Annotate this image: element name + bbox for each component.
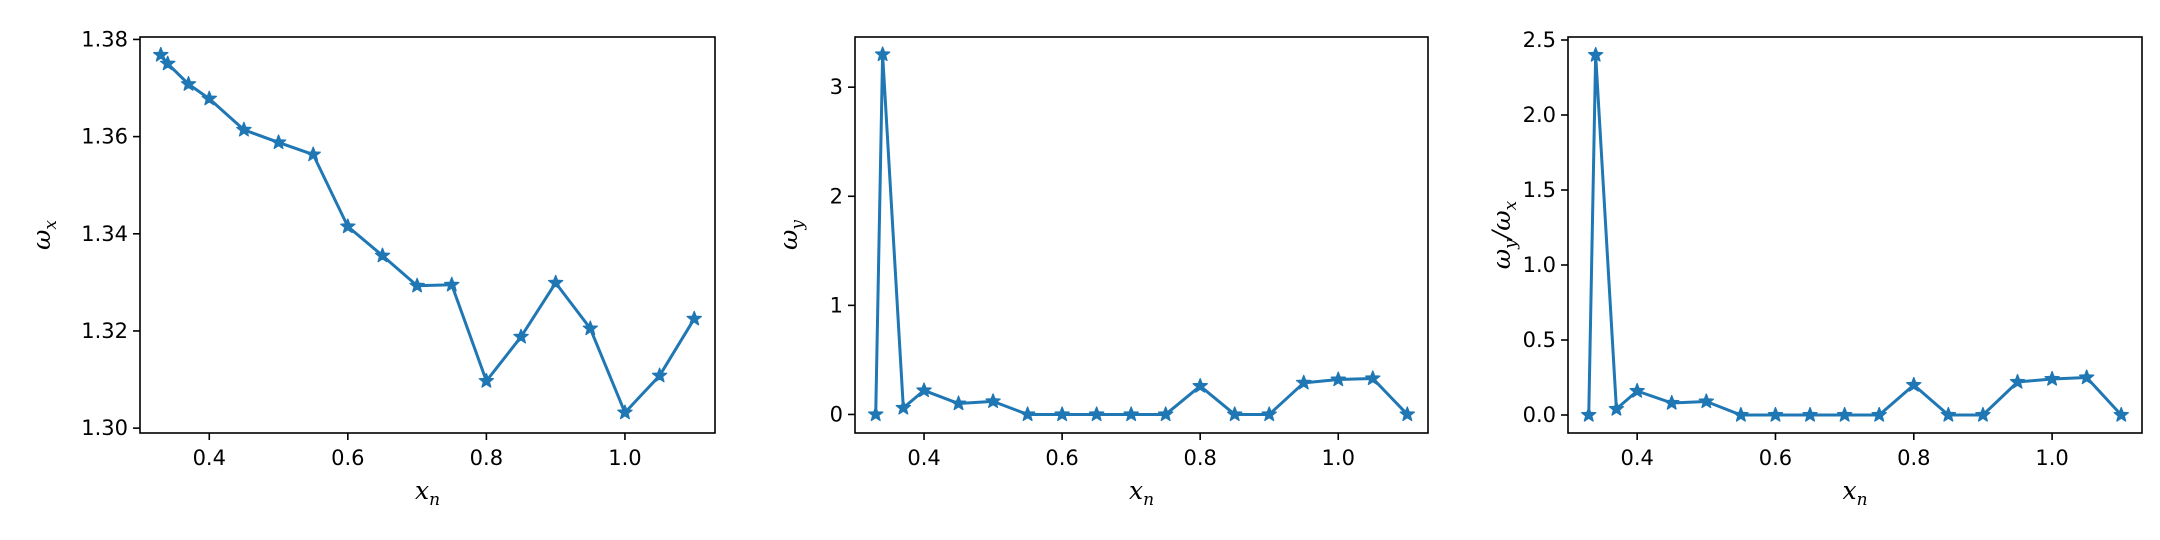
data-point <box>617 404 633 420</box>
data-point <box>874 46 891 62</box>
y-tick-label: 1 <box>830 293 843 317</box>
data-point <box>409 277 425 293</box>
data-point <box>1608 400 1625 416</box>
data-point <box>582 320 599 336</box>
data-point <box>340 218 356 234</box>
plot-frame <box>854 36 1429 434</box>
data-point <box>1365 370 1381 386</box>
data-point <box>651 367 668 383</box>
chart-panel-3: 0.4 0.6 0.8 1.0 0.0 0.5 1.0 1.5 2.0 2.5 xn​ ωy​/ωx​ <box>1487 28 2143 510</box>
data-point <box>1975 406 1991 422</box>
y-tick-label: 1.38 <box>81 27 128 51</box>
data-point <box>867 406 884 422</box>
charts: 0.40.60.81.01.301.321.341.361.38xn​ωx​0.… <box>27 27 2143 510</box>
x-tick-label: 0.6 <box>1045 446 1078 470</box>
data-point <box>1261 406 1277 422</box>
data-point <box>236 121 252 137</box>
x-tick-label: 1.0 <box>608 446 641 470</box>
data-point <box>895 399 912 415</box>
y-tick-label: 0.0 <box>1523 403 1556 427</box>
x-tick-label: 0.8 <box>470 446 503 470</box>
data-point <box>374 247 391 263</box>
data-point <box>201 90 218 106</box>
y-tick-label: 1.30 <box>81 416 128 440</box>
y-tick-label: 1.36 <box>81 125 128 149</box>
data-point <box>686 310 702 326</box>
data-point <box>153 46 169 62</box>
data-point <box>1663 394 1680 410</box>
y-tick-label: 1.5 <box>1523 178 1556 202</box>
data-point <box>2113 406 2129 422</box>
y-tick-label: 0.5 <box>1523 328 1556 352</box>
data-point <box>2044 370 2060 386</box>
data-point <box>1330 371 1346 387</box>
data-point <box>1399 406 1416 422</box>
data-point <box>1123 406 1139 422</box>
y-axis-label: ωx​ <box>27 220 61 250</box>
x-tick-label: 0.6 <box>1759 446 1792 470</box>
data-point <box>547 274 564 290</box>
y-tick-label: 1.34 <box>81 222 128 246</box>
y-tick-label: 2.0 <box>1523 103 1556 127</box>
data-point <box>1802 406 1818 422</box>
y-tick-label: 2 <box>830 184 843 208</box>
data-point <box>180 76 197 91</box>
y-tick-label: 2.5 <box>1523 28 1556 52</box>
data-point <box>1157 406 1174 422</box>
data-point <box>444 276 460 292</box>
x-axis-label: xn​ <box>1842 476 1867 510</box>
data-point <box>2078 369 2095 385</box>
data-point <box>1054 406 1070 422</box>
data-point <box>1940 406 1957 422</box>
data-point <box>1733 406 1749 422</box>
data-point <box>1906 376 1922 392</box>
data-point <box>1192 377 1208 393</box>
y-axis-label: ωy​ <box>774 220 808 250</box>
data-point <box>985 393 1001 409</box>
data-point <box>1226 406 1243 422</box>
chart-panel-1: 0.4 0.6 0.8 1.0 1.30 1.32 1.34 1.36 1.38 xn​ ωx​ <box>27 27 716 510</box>
data-point <box>1587 46 1604 62</box>
data-point <box>1836 406 1853 422</box>
chart-panel-2: 0.4 0.6 0.8 1.0 0 1 2 3 xn​ ωy​ <box>774 36 1429 510</box>
x-tick-label: 0.4 <box>1620 446 1653 470</box>
x-tick-label: 1.0 <box>1322 446 1355 470</box>
y-axis-label: ωy​/ωx​ <box>1487 200 1521 269</box>
data-point <box>513 328 529 344</box>
data-point <box>478 372 495 388</box>
data-point <box>2009 373 2026 389</box>
data-point <box>1581 406 1597 422</box>
x-tick-label: 0.4 <box>193 446 226 470</box>
data-point <box>1871 406 1887 422</box>
y-tick-label: 0 <box>830 402 843 426</box>
plot-frame <box>1567 36 2143 434</box>
data-point <box>305 146 321 162</box>
x-tick-label: 0.8 <box>1897 446 1930 470</box>
data-point <box>1629 382 1645 398</box>
data-point <box>1698 393 1715 409</box>
data-point <box>1019 406 1036 422</box>
x-tick-label: 0.4 <box>907 446 940 470</box>
plot-frame <box>139 36 716 434</box>
data-point <box>1767 406 1784 422</box>
y-tick-label: 3 <box>830 75 843 99</box>
y-tick-label: 1.0 <box>1523 253 1556 277</box>
y-tick-label: 1.32 <box>81 319 128 343</box>
data-point <box>1295 374 1312 390</box>
x-axis-label: xn​ <box>1129 476 1154 510</box>
x-axis-label: xn​ <box>415 476 440 510</box>
data-point <box>159 55 176 71</box>
x-tick-label: 0.6 <box>331 446 364 470</box>
data-point <box>950 395 967 411</box>
data-point <box>916 382 932 398</box>
x-tick-label: 0.8 <box>1183 446 1216 470</box>
data-point <box>1088 406 1105 422</box>
x-tick-label: 1.0 <box>2035 446 2068 470</box>
data-point <box>270 134 287 150</box>
